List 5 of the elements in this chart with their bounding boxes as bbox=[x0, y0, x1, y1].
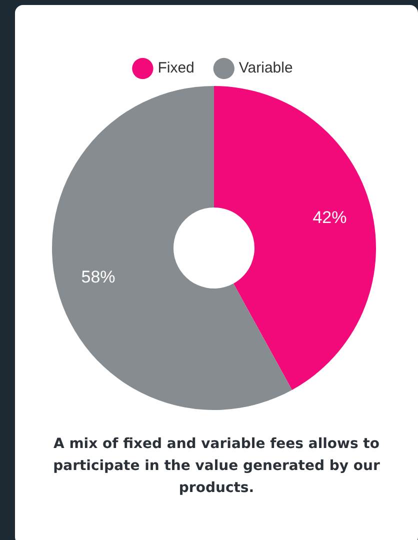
text: A mix of fixed and variable fees allows to participate in the value generated by our products. bbox=[52, 435, 381, 498]
data-label: 58% bbox=[81, 267, 116, 286]
legend-label: Variable bbox=[238, 60, 293, 77]
data-label: 42% bbox=[312, 208, 347, 227]
legend-label: Fixed bbox=[158, 60, 194, 77]
